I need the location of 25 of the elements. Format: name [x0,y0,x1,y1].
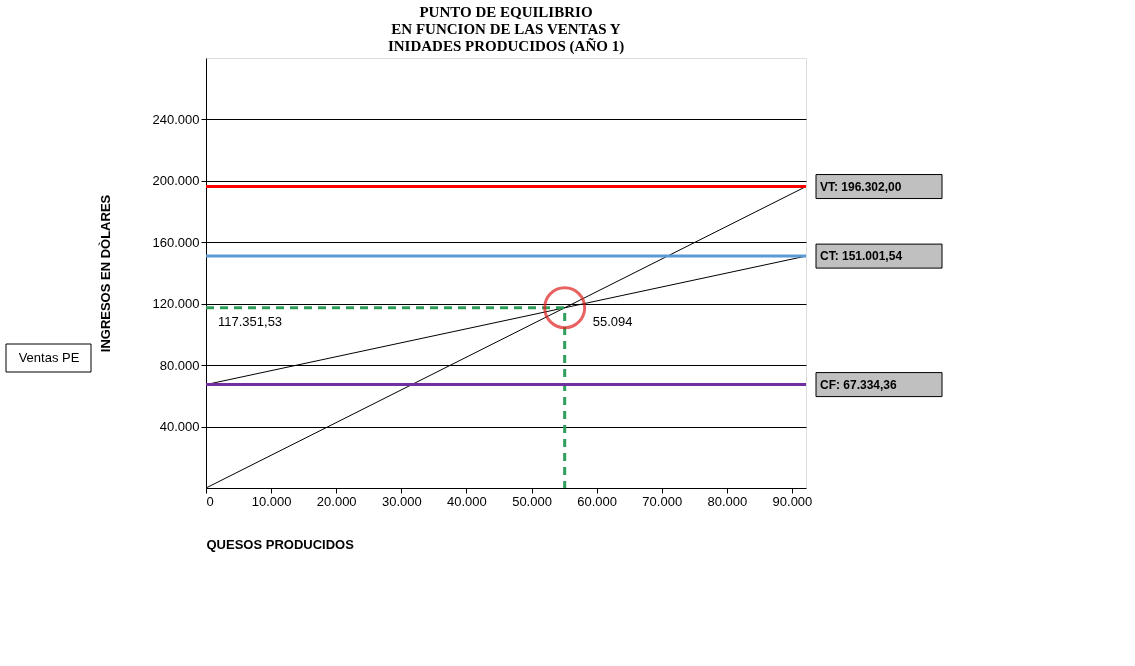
x-tick-label: 60.000 [577,493,618,509]
x-tick-label: 0 [206,493,214,509]
chart-title: PUNTO DE EQUILIBRIO EN FUNCION DE LAS VENTAS Y INIDADES PRODUCIDOS (AÑO 1) [387,4,625,55]
ref-line-label: VT: 196.302,00 [820,179,902,194]
y-tick-label: 80.000 [159,357,200,373]
x-tick-label: 40.000 [447,493,487,509]
text: Ventas PE [18,350,80,365]
ref-line-label: CT: 151.001,54 [820,249,903,264]
y-tick-label: 160.000 [152,234,200,250]
x-tick-label: 80.000 [707,493,748,509]
x-tick-label: 70.000 [642,493,683,509]
x-tick-label: 50.000 [512,493,552,509]
annotation: 117.351,53 [218,313,283,329]
y-tick-label: 200.000 [152,173,200,189]
x-axis-title: QUESOS PRODUCIDOS [206,536,355,552]
x-tick-label: 30.000 [381,493,422,509]
x-tick-label: 20.000 [316,493,357,509]
annotation: 55.094 [592,313,633,329]
x-tick-label: 10.000 [251,493,292,509]
ref-line-label: CF: 67.334,36 [820,377,898,392]
y-tick-label: 40.000 [159,419,200,435]
y-tick-label: 240.000 [152,111,200,127]
y-axis-title: INGRESOS EN DÒLARES [97,194,113,353]
x-tick-label: 90.000 [772,493,813,509]
y-tick-label: 120.000 [152,296,200,312]
